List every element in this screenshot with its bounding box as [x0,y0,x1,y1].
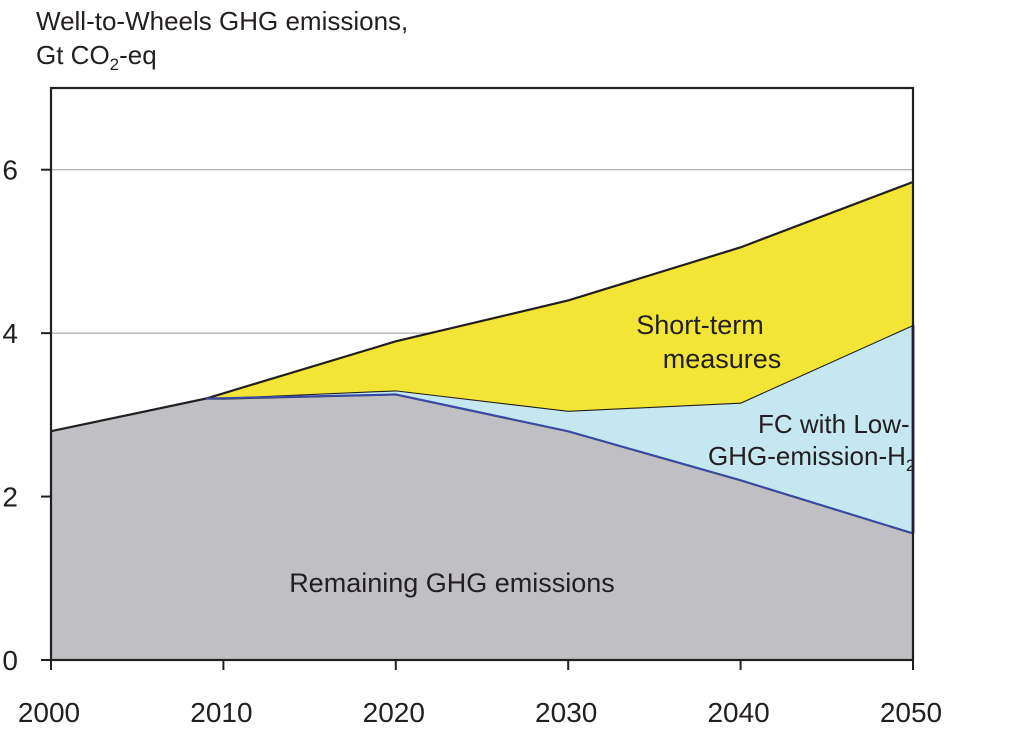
x-tick-label-2050: 2050 [880,697,942,728]
series-label-fc: FC with Low- GHG-emission-H2 [700,408,1022,472]
emissions-area-chart: 2000 2010 2020 2030 2040 2050 0 2 4 6 Remaining G… [0,0,1024,729]
y-tick-label-4: 4 [2,318,18,349]
series-label-short-line1: Short-term [636,310,764,340]
x-tick-label-2000: 2000 [18,697,80,728]
series-label-short-line2: measures [663,344,782,374]
x-tick-label-2020: 2020 [363,697,425,728]
series-label-fc-sub: 2 [906,456,915,475]
series-label-fc-line1: FC with Low- [700,408,1022,440]
y-tick-label-0: 0 [2,645,18,676]
series-label-remaining: Remaining GHG emissions [289,568,615,598]
series-label-fc-line2: GHG-emission-H2 [700,440,1022,472]
y-tick-label-2: 2 [2,482,18,513]
x-tick-label-2030: 2030 [535,697,597,728]
series-label-fc-line2-text: GHG-emission-H [708,441,906,471]
x-tick-label-2040: 2040 [707,697,769,728]
y-tick-label-6: 6 [2,155,18,186]
x-tick-label-2010: 2010 [190,697,252,728]
